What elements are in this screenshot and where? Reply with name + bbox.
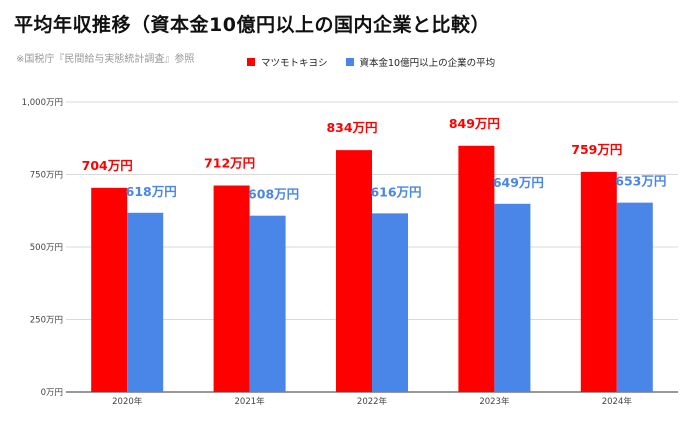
bar-series1 (458, 145, 495, 392)
legend-swatch-series2 (345, 58, 354, 66)
x-tick-label: 2024年 (602, 396, 633, 407)
data-label-series1: 849万円 (449, 116, 500, 131)
legend-item-series1: マツモトキヨシ (247, 55, 328, 69)
legend-swatch-series1 (247, 58, 255, 66)
bar-series2 (127, 212, 164, 392)
x-tick-label: 2020年 (112, 396, 143, 407)
bar-series1 (213, 185, 250, 392)
chart-title: 平均年収推移（資本金10億円以上の国内企業と比較） (14, 14, 490, 36)
y-tick-label: 250万円 (30, 316, 63, 326)
data-label-series2: 649万円 (493, 175, 544, 190)
data-label-series1: 759万円 (571, 142, 622, 157)
x-tick-label: 2021年 (235, 396, 266, 407)
data-label-series1: 834万円 (326, 120, 377, 135)
x-tick-label: 2022年 (357, 396, 388, 407)
x-tick-label: 2023年 (479, 396, 510, 407)
chart-legend: マツモトキヨシ 資本金10億円以上の企業の平均 (247, 55, 495, 69)
data-label-series1: 712万円 (204, 156, 255, 171)
bar-series2 (372, 213, 408, 392)
bar-series1 (336, 150, 372, 392)
legend-label-series1: マツモトキヨシ (261, 58, 328, 69)
data-label-series2: 618万円 (126, 184, 177, 199)
legend-item-series2: 資本金10億円以上の企業の平均 (345, 55, 496, 69)
bar-series1 (580, 171, 617, 392)
bar-series2 (494, 203, 531, 392)
data-label-series1: 704万円 (82, 158, 133, 173)
bar-series2 (249, 215, 286, 392)
data-label-series2: 653万円 (615, 174, 666, 189)
bar-series2 (616, 202, 653, 392)
data-label-series2: 608万円 (248, 187, 299, 202)
y-tick-label: 1,000万円 (22, 98, 63, 108)
legend-label-series2: 資本金10億円以上の企業の平均 (359, 58, 496, 69)
source-note: ※国税庁『民間給与実態統計調査』参照 (16, 54, 195, 65)
y-tick-label: 0万円 (41, 388, 63, 398)
y-tick-label: 500万円 (30, 243, 63, 253)
y-tick-label: 750万円 (30, 171, 63, 181)
data-label-series2: 616万円 (370, 184, 421, 199)
bar-series1 (91, 187, 128, 392)
